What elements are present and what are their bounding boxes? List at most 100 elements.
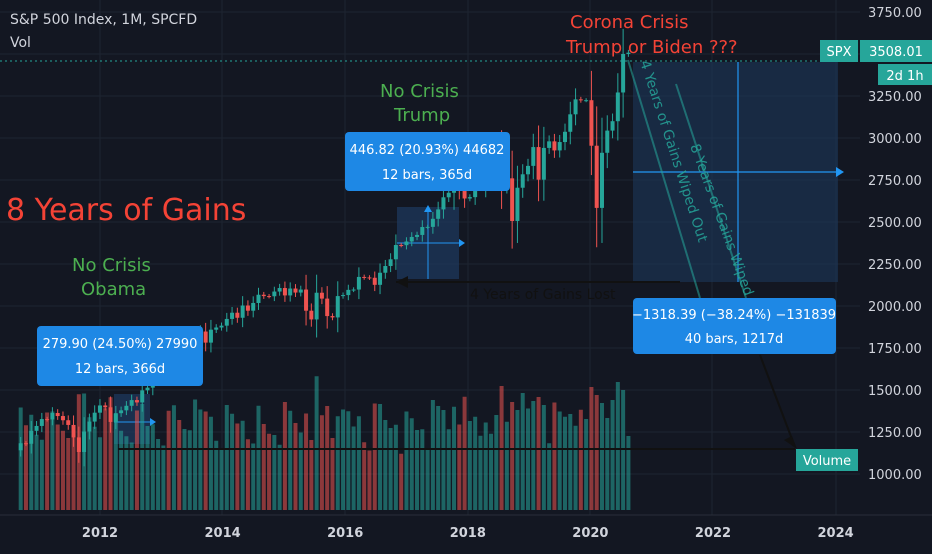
- volume-bar: [541, 405, 546, 510]
- candle-body: [351, 289, 356, 291]
- measure-callout-2021-line1: −1318.39 (−38.24%) −131839: [632, 308, 836, 323]
- volume-bar: [177, 420, 182, 510]
- volume-bar: [219, 449, 224, 510]
- candle-body: [71, 424, 76, 438]
- volume-bar: [150, 424, 155, 510]
- volume-bar: [156, 439, 161, 510]
- candle-body: [515, 187, 520, 221]
- volume-bar: [615, 382, 620, 510]
- volume-bar: [55, 424, 60, 510]
- candle-body: [605, 130, 610, 153]
- candle-body: [562, 131, 567, 143]
- measure-callout-2017-line1: 446.82 (20.93%) 44682: [350, 143, 505, 158]
- arrow-to-volume: [759, 354, 796, 448]
- candle-body: [256, 294, 261, 303]
- volume-bar: [594, 395, 599, 510]
- candle-body: [282, 288, 287, 296]
- measure-callout-2017[interactable]: 446.82 (20.93%) 44682 12 bars, 365d: [345, 132, 510, 191]
- volume-bar: [605, 418, 610, 510]
- price-badge-text: 3508.01: [869, 45, 923, 60]
- volume-bar: [60, 430, 65, 510]
- volume-bar: [483, 422, 488, 510]
- candle-body: [393, 245, 398, 260]
- volume-bar: [129, 442, 134, 510]
- candle-body: [573, 99, 578, 115]
- measure-callout-2021-box: [633, 298, 836, 354]
- candle-body: [55, 413, 60, 417]
- volume-bar: [478, 435, 483, 510]
- candle-body: [39, 419, 44, 426]
- measure-callout-2017-line2: 12 bars, 365d: [382, 168, 472, 183]
- volume-bar: [29, 414, 34, 510]
- volume-bar: [124, 436, 129, 510]
- measure-callout-2012-line1: 279.90 (24.50%) 27990: [43, 337, 198, 352]
- candle-body: [230, 312, 235, 319]
- candle-body: [298, 289, 303, 293]
- candle-body: [335, 296, 340, 318]
- candle-body: [87, 421, 92, 432]
- volume-badge-box: [796, 449, 858, 471]
- candle-body: [219, 325, 224, 328]
- countdown-badge-box: [878, 64, 932, 85]
- candle-body: [140, 390, 145, 403]
- candle-body: [557, 142, 562, 151]
- candle-body: [82, 431, 87, 452]
- volume-bar: [441, 410, 446, 510]
- volume-bar: [161, 445, 166, 510]
- measure-callout-2021[interactable]: −1318.39 (−38.24%) −131839 40 bars, 1217…: [632, 298, 836, 354]
- volume-bar: [50, 411, 55, 510]
- measure-area-2017-arrow: [459, 239, 465, 247]
- volume-bar: [362, 442, 367, 510]
- time-ticks: 2012 2014 2016 2018 2020 2022 2024: [82, 526, 854, 541]
- volume-bar: [71, 434, 76, 510]
- volume-bar: [573, 425, 578, 510]
- volume-bar: [467, 421, 472, 510]
- candle-body: [309, 310, 314, 320]
- volume-badge[interactable]: Volume: [796, 449, 858, 471]
- candle-body: [224, 318, 229, 326]
- measure-callout-2012-line2: 12 bars, 366d: [75, 362, 165, 377]
- volume-bar: [235, 423, 240, 510]
- time-tick-label: 2020: [572, 526, 608, 541]
- price-badge[interactable]: 3508.01: [860, 40, 932, 62]
- candle-body: [18, 443, 23, 451]
- price-tick-label: 3000.00: [868, 132, 922, 147]
- price-axis[interactable]: [860, 0, 932, 515]
- volume-bar: [346, 411, 351, 510]
- price-tick-label: 1750.00: [868, 342, 922, 357]
- volume-bar: [108, 397, 113, 510]
- time-axis[interactable]: [0, 515, 932, 550]
- chart-subtitle: Vol: [10, 35, 31, 51]
- measure-area-2012-arrow: [150, 418, 156, 426]
- volume-bar: [140, 404, 145, 510]
- countdown-badge: 2d 1h: [878, 64, 932, 85]
- volume-bar: [214, 440, 219, 510]
- time-tick-label: 2024: [818, 526, 854, 541]
- candle-body: [404, 241, 409, 246]
- candle-body: [251, 302, 256, 311]
- symbol-badge[interactable]: SPX: [820, 40, 858, 62]
- candle-body: [346, 289, 351, 296]
- candle-body: [50, 413, 55, 420]
- candle-body: [589, 100, 594, 146]
- candle-body: [520, 174, 525, 188]
- measure-callout-2012[interactable]: 279.90 (24.50%) 27990 12 bars, 366d: [37, 326, 203, 386]
- volume-bar: [304, 413, 309, 510]
- volume-bar: [319, 415, 324, 510]
- volume-bar: [288, 410, 293, 510]
- volume-bar: [45, 412, 50, 510]
- candle-body: [240, 305, 245, 318]
- volume-bar: [383, 420, 388, 510]
- trend-wiped-8y: [675, 83, 747, 299]
- volume-bar: [256, 405, 261, 510]
- volume-bar: [272, 435, 277, 510]
- candle-body: [23, 443, 28, 445]
- volume-bar: [251, 443, 256, 510]
- candle-body: [34, 425, 39, 431]
- volume-bar: [626, 436, 631, 510]
- volume-bar: [356, 416, 361, 510]
- volume-bar: [404, 411, 409, 510]
- measure-callout-2012-box: [37, 326, 203, 386]
